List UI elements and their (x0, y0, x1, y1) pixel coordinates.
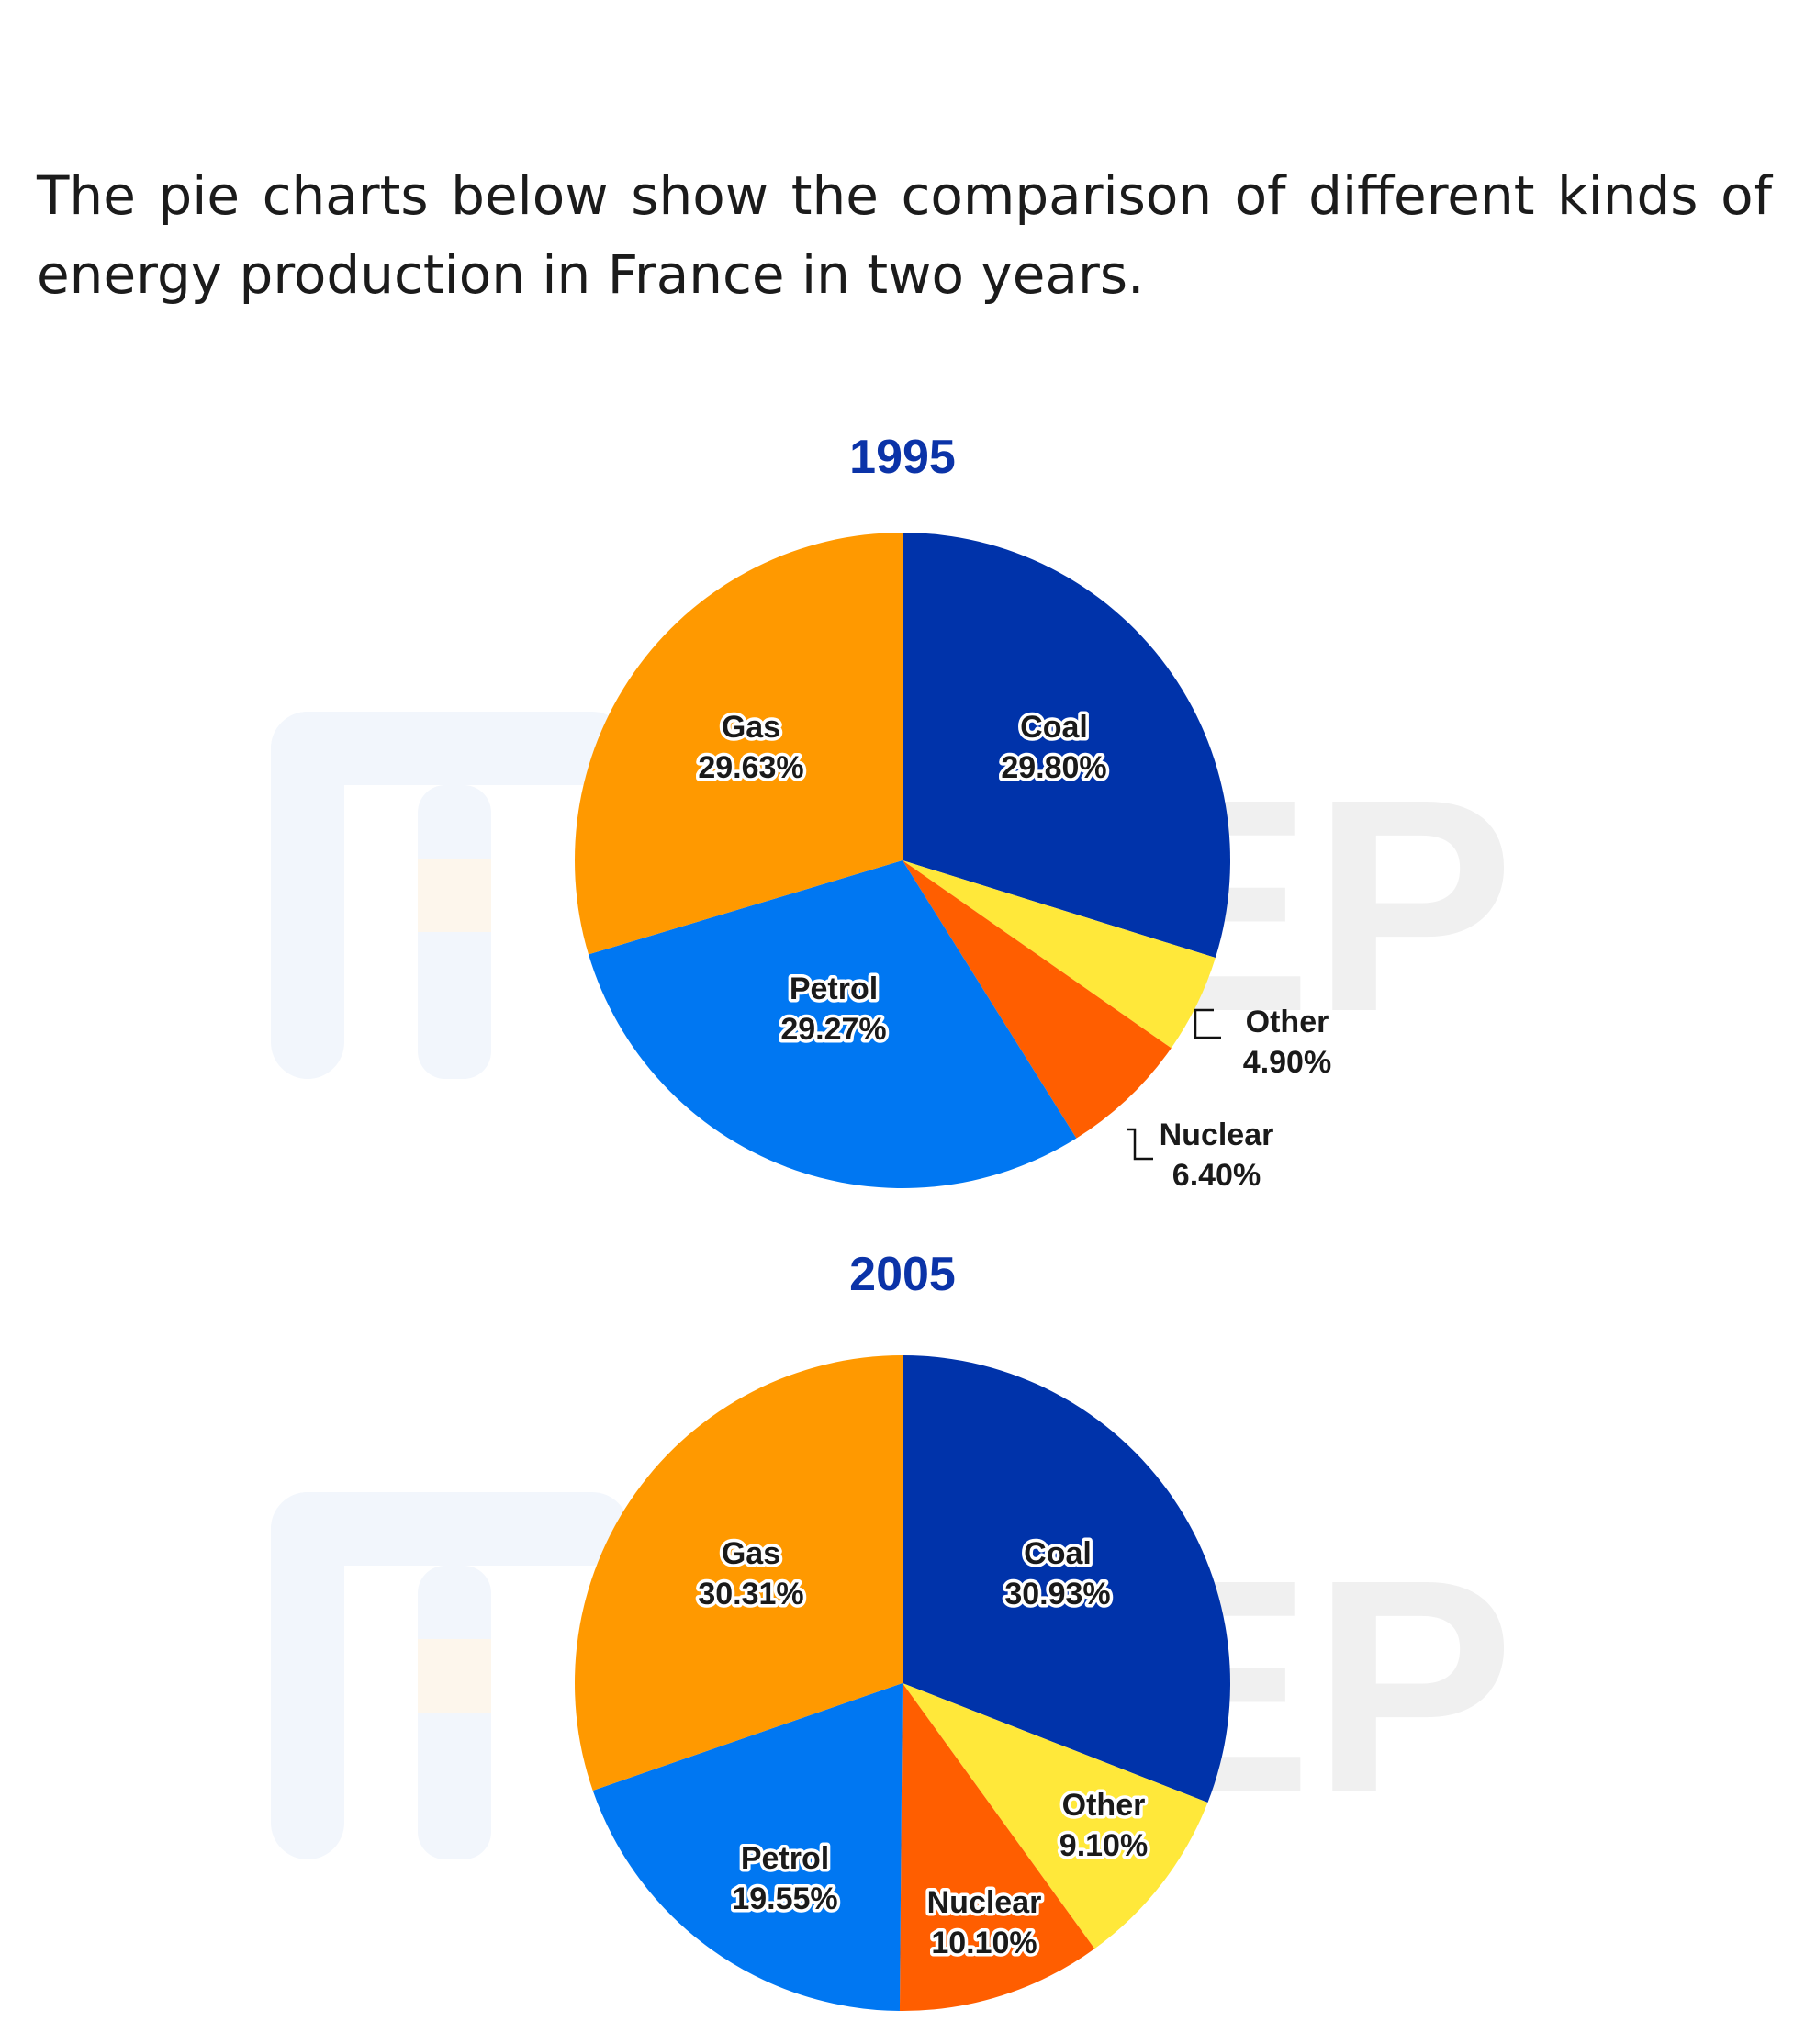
slice-other-1995 (902, 860, 1216, 1049)
slice-name-label-gas-2005: Gas (722, 1536, 780, 1571)
slice-value-label-gas-2005: 30.31% (698, 1577, 803, 1612)
slice-value-label-petrol-1995: 29.27% (780, 1012, 886, 1047)
slice-value-label-petrol-2005: 19.55% (732, 1881, 837, 1916)
slice-gas-1995 (574, 533, 902, 955)
slice-petrol-1995 (589, 860, 1077, 1188)
slice-name-label-gas-1995: Gas (722, 710, 780, 745)
slice-other-2005 (902, 1683, 1208, 1949)
pie-chart-2005: 2005 Coal 30.93% Other 9.10% Nuclear 10.10% Pe… (575, 1248, 1230, 2012)
slice-name-label-petrol-1995: Petrol (790, 971, 878, 1006)
slice-name-label-nuclear-1995: Nuclear (1160, 1117, 1274, 1152)
slice-nuclear-2005 (899, 1683, 1095, 2012)
pie-chart-1995: 1995 Coal 29.80% Other 4.90% Nuclear 6.40% Pet… (574, 431, 1331, 1193)
slice-name-label-petrol-2005: Petrol (741, 1841, 829, 1876)
slice-value-label-nuclear-2005: 10.10% (931, 1926, 1037, 1960)
slice-value-label-other-2005: 9.10% (1059, 1828, 1148, 1863)
chart-title-1995: 1995 (849, 431, 956, 484)
slice-name-label-other-2005: Other (1062, 1788, 1146, 1823)
chart-title-2005: 2005 (849, 1248, 956, 1301)
slice-nuclear-1995 (902, 860, 1172, 1139)
slice-gas-2005 (575, 1355, 902, 1791)
intro-text: The pie charts below show the comparison… (37, 164, 1772, 306)
slice-name-label-coal-1995: Coal (1020, 710, 1088, 745)
slice-name-label-other-1995: Other (1246, 1005, 1329, 1039)
slice-value-label-coal-1995: 29.80% (1001, 750, 1106, 785)
slice-coal-1995 (902, 533, 1231, 959)
slice-value-label-other-1995: 4.90% (1243, 1045, 1331, 1080)
leader-line-nuclear-1995 (1127, 1128, 1153, 1161)
slice-value-label-nuclear-1995: 6.40% (1172, 1158, 1261, 1193)
slice-value-label-coal-2005: 30.93% (1004, 1577, 1110, 1612)
slice-value-label-gas-1995: 29.63% (698, 750, 803, 785)
slice-coal-2005 (902, 1355, 1230, 1803)
leader-line-other-1995 (1194, 1008, 1221, 1039)
slice-petrol-2005 (592, 1683, 902, 2011)
slice-name-label-nuclear-2005: Nuclear (927, 1885, 1042, 1920)
slice-name-label-coal-2005: Coal (1024, 1536, 1092, 1571)
